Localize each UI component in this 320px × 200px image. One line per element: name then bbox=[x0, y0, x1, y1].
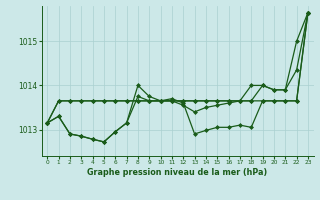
X-axis label: Graphe pression niveau de la mer (hPa): Graphe pression niveau de la mer (hPa) bbox=[87, 168, 268, 177]
